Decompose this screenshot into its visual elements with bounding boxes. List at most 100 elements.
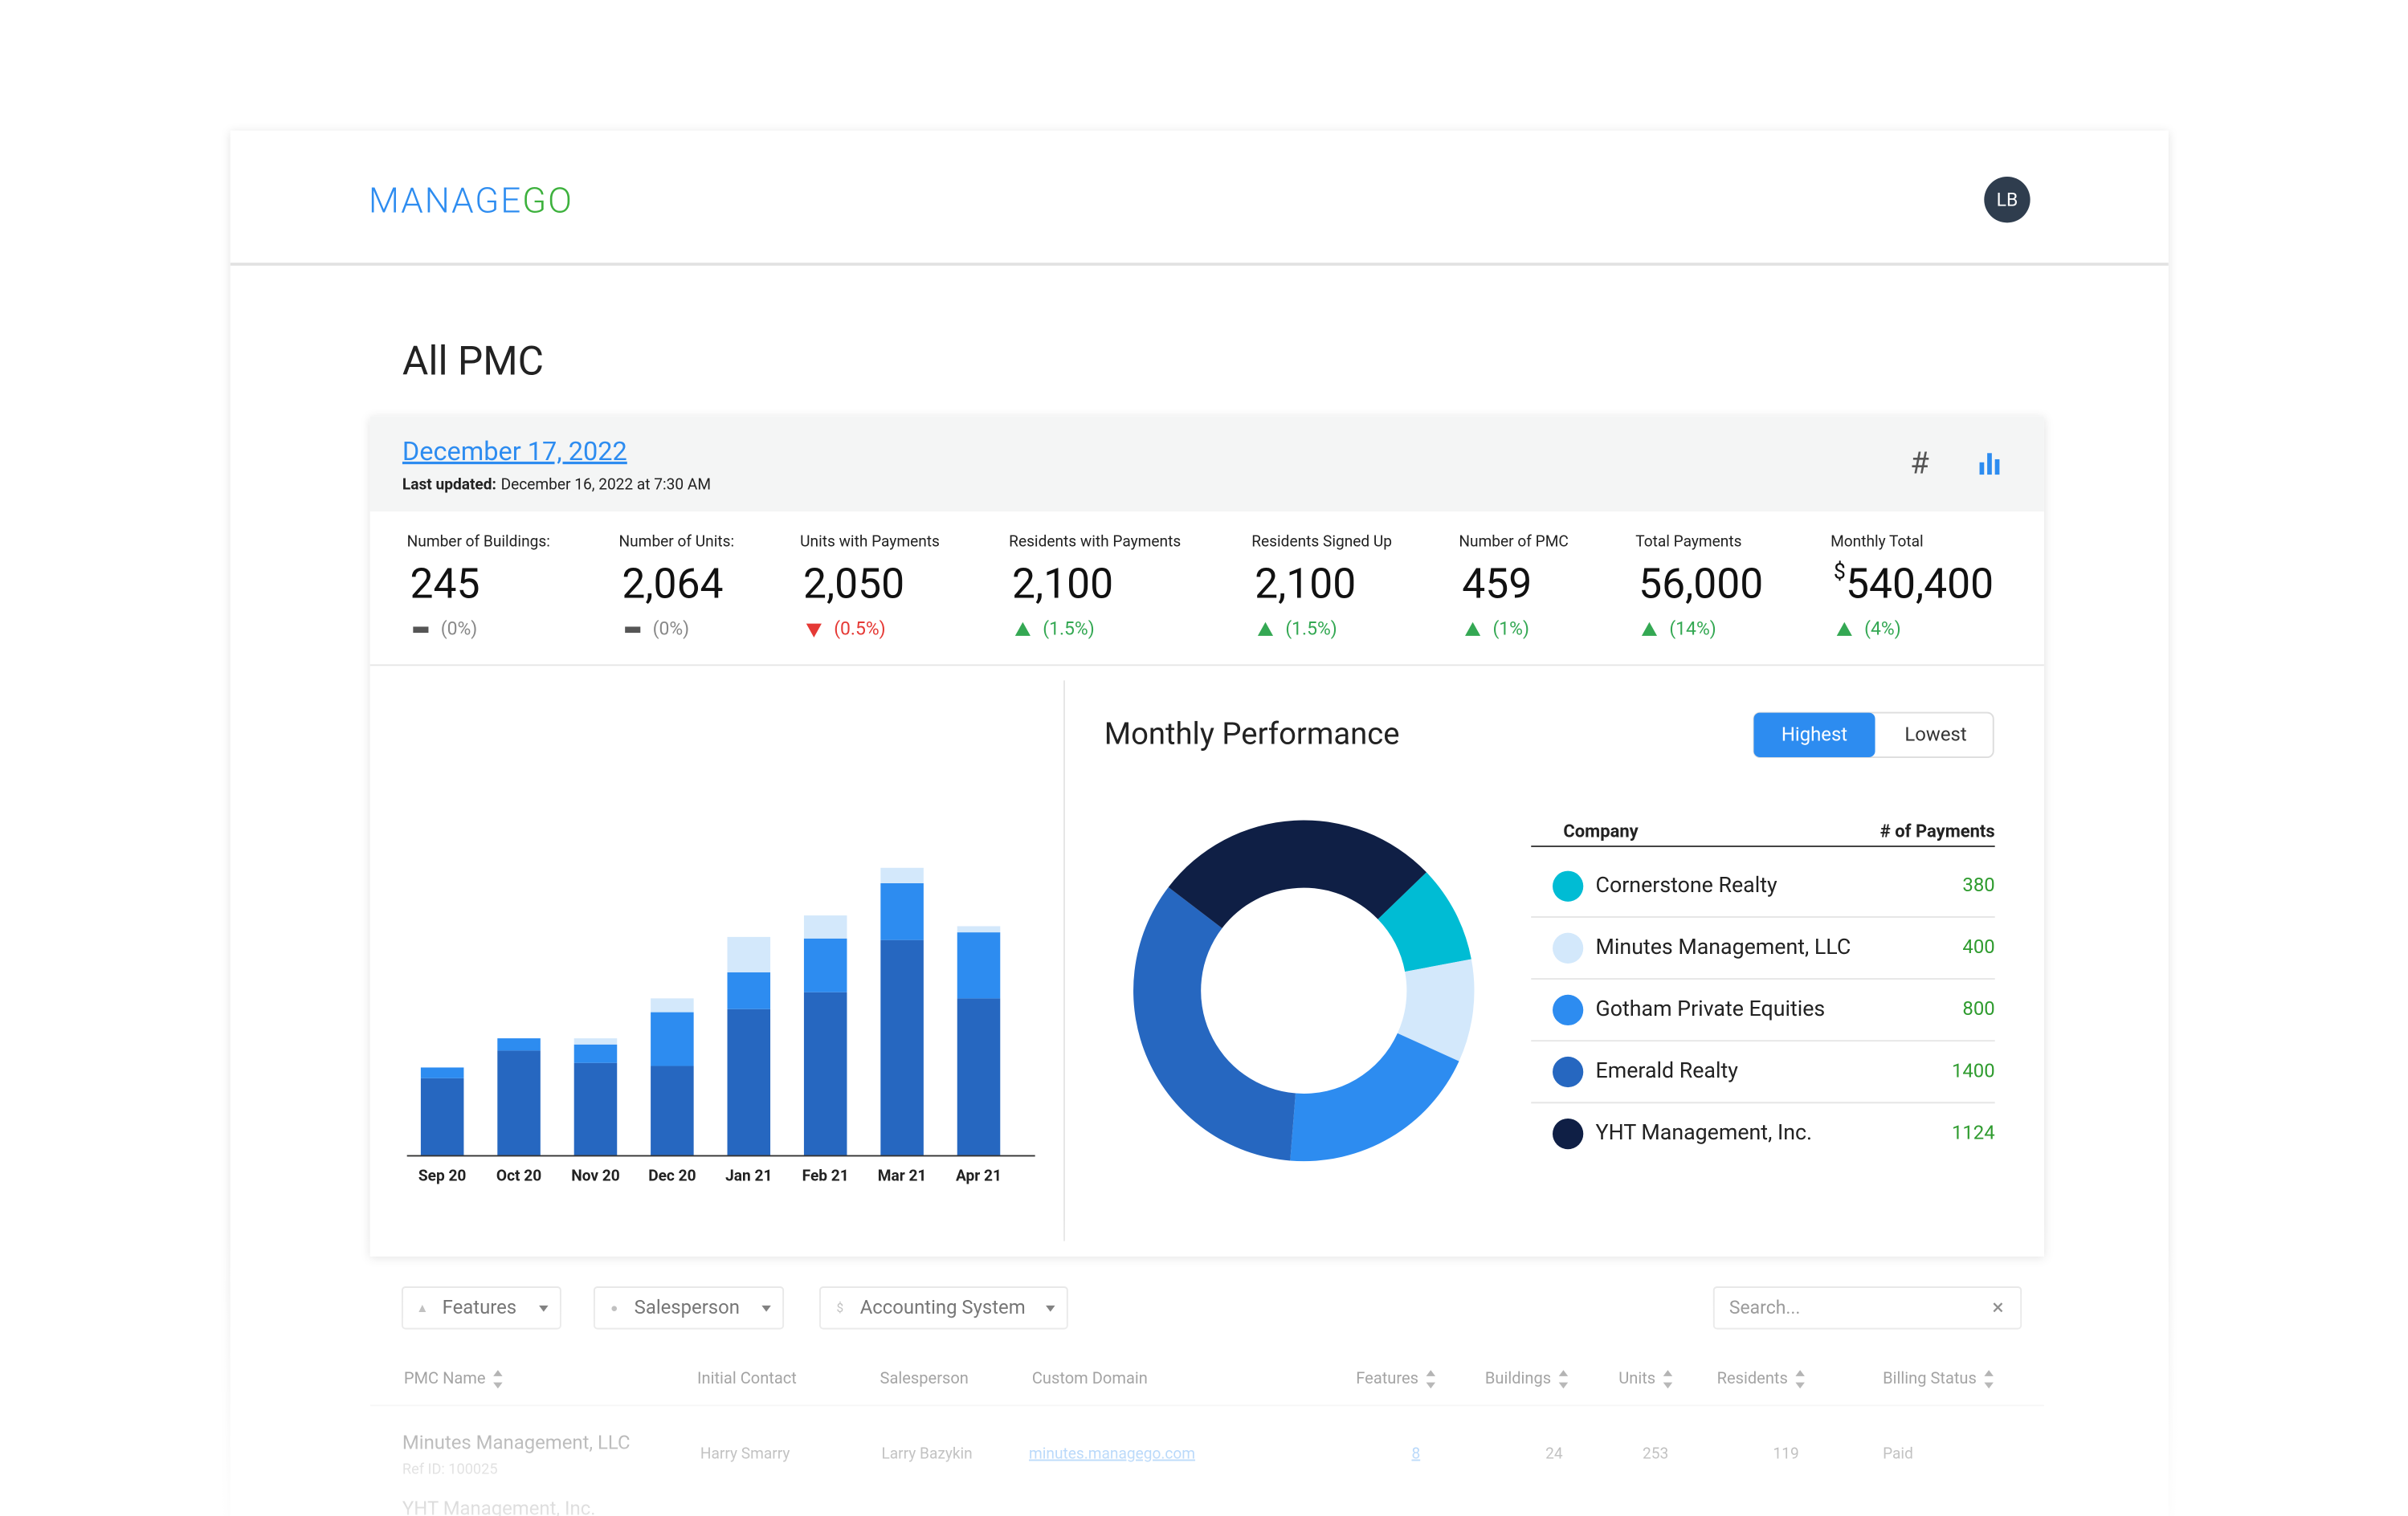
trend-icon: [1014, 621, 1031, 636]
donut-slice: [1397, 959, 1475, 1062]
bar-segment: [573, 1062, 618, 1155]
stat-change: (0%): [653, 617, 690, 639]
column-header: Initial Contact: [697, 1368, 797, 1388]
donut-slice: [1168, 820, 1426, 928]
bar-segment: [727, 936, 771, 972]
last-updated-value: December 16, 2022 at 7:30 AM: [501, 475, 711, 494]
hash-icon[interactable]: #: [1910, 446, 1929, 482]
stat-value: 56,000: [1639, 559, 1763, 608]
stat-number: 2,064: [622, 559, 723, 608]
stat-change: (4%): [1864, 617, 1901, 639]
stat-value: 459: [1462, 559, 1532, 608]
summary-header: [369, 416, 2044, 511]
stat-value: 245: [410, 559, 480, 608]
stat-change: (14%): [1669, 617, 1716, 639]
last-updated-label: Last updated:: [402, 475, 496, 494]
filter-icon: ●: [610, 1301, 618, 1315]
x-tick-label: Feb 21: [802, 1166, 849, 1184]
table-cell: 24: [1545, 1445, 1563, 1463]
column-header: Billing Status: [1883, 1368, 1977, 1388]
pmc-name: Minutes Management, LLC: [402, 1431, 631, 1453]
trend-icon: [625, 626, 641, 634]
legend-name: Gotham Private Equities: [1596, 996, 1826, 1021]
bar-icon[interactable]: [1979, 453, 2000, 475]
stat-label: Residents with Payments: [1009, 532, 1181, 550]
bar-segment: [651, 1066, 694, 1155]
stat-change: (0.5%): [834, 617, 885, 639]
stat-label: Units with Payments: [800, 532, 940, 550]
stat-currency: $: [1834, 559, 1846, 585]
legend-value: 380: [1962, 874, 1994, 896]
table-cell: Paid: [1883, 1445, 1913, 1463]
bar-segment: [957, 998, 1001, 1155]
bar-segment: [880, 867, 924, 883]
column-header: Units: [1618, 1368, 1655, 1388]
avatar[interactable]: [1984, 176, 2030, 223]
bar-segment: [957, 932, 1001, 999]
stat-number: 540,400: [1846, 559, 1994, 608]
stat-label: Number of Units:: [619, 532, 735, 550]
last-updated: Last updated: December 16, 2022 at 7:30 A…: [402, 475, 711, 494]
legend-swatch: [1553, 932, 1584, 964]
legend-swatch: [1553, 994, 1584, 1026]
stat-number: 459: [1462, 559, 1532, 608]
legend-value: 400: [1962, 935, 1994, 958]
trend-icon: [413, 626, 429, 634]
stat-value: 2,100: [1012, 559, 1113, 608]
table-cell[interactable]: minutes.managego.com: [1029, 1445, 1195, 1463]
avatar-initials: LB: [1997, 190, 2018, 211]
trend-icon: [1641, 621, 1658, 636]
stat-number: 2,050: [803, 559, 904, 608]
stat-value: 2,050: [803, 559, 904, 608]
stat-change: (1.5%): [1043, 617, 1094, 639]
bar-segment: [803, 992, 847, 1155]
date-link[interactable]: December 17, 2022: [402, 436, 627, 467]
logo: MANAGEGO: [369, 179, 573, 221]
stat-value: 2,064: [622, 559, 723, 608]
table-cell: 253: [1643, 1445, 1668, 1463]
chart-title: Monthly Performance: [1104, 716, 1400, 752]
stat-change: (0%): [441, 617, 478, 639]
column-header: Residents: [1717, 1368, 1788, 1388]
stat-number: 245: [410, 559, 480, 608]
legend-swatch: [1553, 870, 1584, 902]
x-tick-label: Apr 21: [956, 1166, 1002, 1184]
search-placeholder: Search...: [1729, 1297, 1801, 1318]
bar-segment: [880, 882, 924, 940]
bar-segment: [497, 1050, 541, 1155]
legend-name: Cornerstone Realty: [1596, 872, 1777, 898]
donut-slice: [1133, 886, 1296, 1161]
legend-value: 800: [1962, 997, 1994, 1020]
stat-label: Monthly Total: [1830, 532, 1924, 550]
x-tick-label: Sep 20: [418, 1166, 467, 1184]
trend-icon: [1257, 621, 1274, 636]
column-header: Custom Domain: [1032, 1368, 1148, 1388]
stat-label: Number of PMC: [1459, 532, 1568, 550]
stat-change: (1.5%): [1285, 617, 1337, 639]
legend-swatch: [1553, 1118, 1584, 1150]
legend-name: Emerald Realty: [1596, 1058, 1739, 1083]
table-cell: 119: [1773, 1445, 1799, 1463]
stat-label: Number of Buildings:: [407, 532, 550, 550]
toggle-button[interactable]: Lowest: [1904, 723, 1966, 746]
filter-icon: ▲: [416, 1301, 428, 1315]
toggle-active: [1753, 712, 1875, 758]
page-title: All PMC: [402, 338, 544, 385]
pmc-ref: Ref ID: 100025: [402, 1461, 498, 1477]
table-cell: Larry Bazykin: [881, 1445, 972, 1463]
stat-value: $540,400: [1834, 559, 1994, 609]
bar-segment: [573, 1044, 618, 1063]
legend-header: # of Payments: [1880, 822, 1995, 842]
bar-segment: [957, 926, 1001, 933]
stat-change: (1%): [1492, 617, 1529, 639]
legend-value: 1124: [1952, 1121, 1995, 1143]
table-cell[interactable]: 8: [1411, 1445, 1420, 1463]
stat-value: 2,100: [1255, 559, 1356, 608]
trend-icon: [806, 623, 822, 638]
clear-icon[interactable]: ×: [1992, 1294, 2003, 1320]
donut-slice: [1290, 1033, 1459, 1162]
toggle-button[interactable]: Highest: [1782, 723, 1847, 746]
donut-slice: [1377, 872, 1471, 972]
